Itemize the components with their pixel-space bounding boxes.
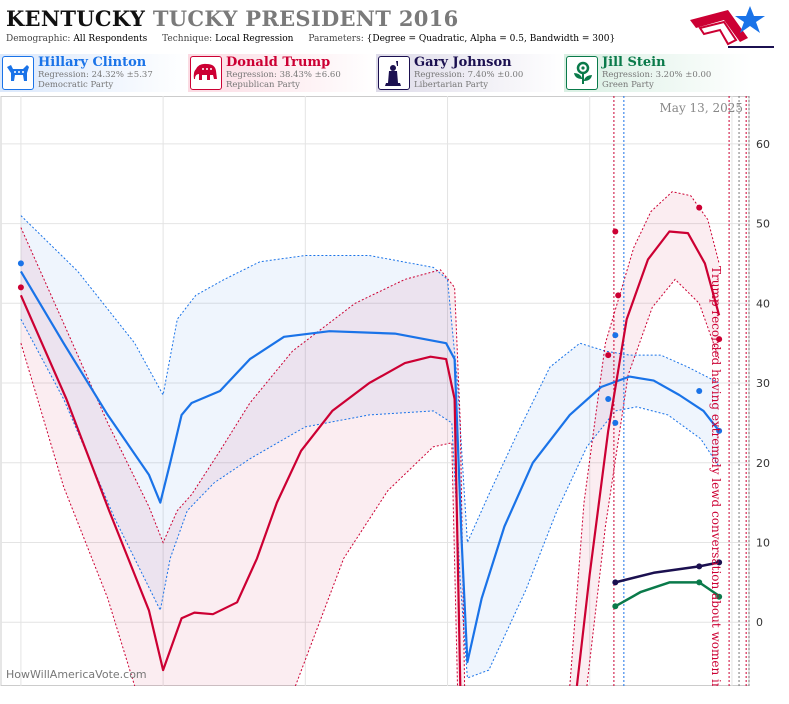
elephant-icon <box>190 56 222 90</box>
candidate-regression: Regression: 3.20% ±0.00 <box>602 70 712 80</box>
y-axis-labels: 0 10 20 30 40 50 60 <box>756 138 770 629</box>
trump-confidence-band <box>20 227 465 686</box>
y-tick-label: 40 <box>756 297 770 310</box>
regression-lines <box>19 230 721 686</box>
plot-border <box>0 96 750 686</box>
y-tick-label: 20 <box>756 457 770 470</box>
candidate-johnson[interactable]: Gary Johnson Regression: 7.40% ±0.00 Lib… <box>376 54 564 92</box>
trump-confidence-band-late <box>569 191 720 686</box>
stein-poll-point <box>612 603 619 610</box>
trump-poll-point <box>696 204 703 211</box>
candidate-legend: Hillary Clinton Regression: 24.32% ±5.37… <box>0 54 789 94</box>
johnson-regression-line <box>614 561 720 584</box>
candidate-name: Hillary Clinton <box>38 55 147 70</box>
trump-lower-bound-mid <box>294 442 458 686</box>
page-title: KENTUCKY TUCKY PRESIDENT 2016 <box>6 6 459 31</box>
y-tick-label: 0 <box>756 616 763 629</box>
trump-poll-point <box>612 228 619 235</box>
gridlines <box>1 96 749 686</box>
candidate-party: Republican Party <box>226 80 300 90</box>
candidate-party: Green Party <box>602 80 654 90</box>
demographic-value: All Respondents <box>73 34 148 44</box>
stein-poll-point <box>696 579 703 586</box>
trump-poll-point <box>716 336 723 343</box>
stein-poll-point <box>716 593 723 600</box>
clinton-confidence-band <box>20 215 720 678</box>
parameters-label: Parameters: <box>308 34 364 44</box>
y-tick-label: 60 <box>756 138 770 151</box>
trump-poll-point <box>17 284 24 291</box>
clinton-poll-point <box>716 427 723 434</box>
demographic-label: Demographic: <box>6 34 71 44</box>
poll-points <box>17 204 723 610</box>
donkey-icon <box>2 56 34 90</box>
title-state: KENTUCKY <box>6 6 146 31</box>
site-logo <box>690 6 774 48</box>
liberty-statue-icon <box>378 56 410 90</box>
trump-regression-line <box>19 294 462 686</box>
clinton-poll-point <box>696 388 703 394</box>
title-rest: TUCKY PRESIDENT 2016 <box>152 6 459 31</box>
technique-value: Local Regression <box>215 34 294 44</box>
trump-poll-point <box>605 352 612 359</box>
johnson-poll-point <box>716 559 723 566</box>
candidate-name: Jill Stein <box>602 55 666 70</box>
site-footer: HowWillAmericaVote.com <box>6 668 147 681</box>
trump-upper-bound-late <box>569 191 720 686</box>
candidate-name: Donald Trump <box>226 55 331 70</box>
clinton-poll-point <box>612 332 619 339</box>
trump-lower-bound-late <box>586 278 720 686</box>
candidate-trump[interactable]: Donald Trump Regression: 38.43% ±6.60 Re… <box>188 54 376 92</box>
parameters-value: {Degree = Quadratic, Alpha = 0.5, Bandwi… <box>366 34 616 44</box>
candidate-regression: Regression: 24.32% ±5.37 <box>38 70 153 80</box>
candidate-party: Libertarian Party <box>414 80 489 90</box>
y-tick-label: 10 <box>756 536 770 549</box>
johnson-poll-point <box>696 563 703 570</box>
candidate-regression: Regression: 7.40% ±0.00 <box>414 70 524 80</box>
johnson-poll-point <box>612 579 619 586</box>
clinton-upper-bound <box>20 215 720 543</box>
y-tick-label: 30 <box>756 377 770 390</box>
event-annotation: Trump recorded having extremely lewd con… <box>709 266 723 686</box>
candidate-regression: Regression: 38.43% ±6.60 <box>226 70 341 80</box>
candidate-name: Gary Johnson <box>414 55 512 70</box>
y-tick-label: 50 <box>756 218 770 231</box>
trump-upper-bound <box>20 227 466 686</box>
header: KENTUCKY TUCKY PRESIDENT 2016 Demographi… <box>0 0 789 50</box>
date-label: May 13, 2025 <box>660 101 743 115</box>
stein-regression-line <box>614 581 720 608</box>
clinton-poll-point <box>612 419 619 426</box>
parameters-line: Demographic: All Respondents Technique: … <box>6 34 627 44</box>
trump-lower-bound <box>20 343 136 686</box>
clinton-poll-point <box>605 395 612 402</box>
confidence-bands <box>20 191 720 686</box>
candidate-clinton[interactable]: Hillary Clinton Regression: 24.32% ±5.37… <box>0 54 188 92</box>
candidate-party: Democratic Party <box>38 80 114 90</box>
clinton-poll-point <box>17 260 24 267</box>
trump-regression-line-late <box>575 230 721 686</box>
candidate-stein[interactable]: Jill Stein Regression: 3.20% ±0.00 Green… <box>564 54 752 92</box>
technique-label: Technique: <box>162 34 213 44</box>
trump-poll-point <box>615 292 622 299</box>
clinton-regression-line <box>19 270 720 664</box>
flower-icon <box>566 56 598 90</box>
